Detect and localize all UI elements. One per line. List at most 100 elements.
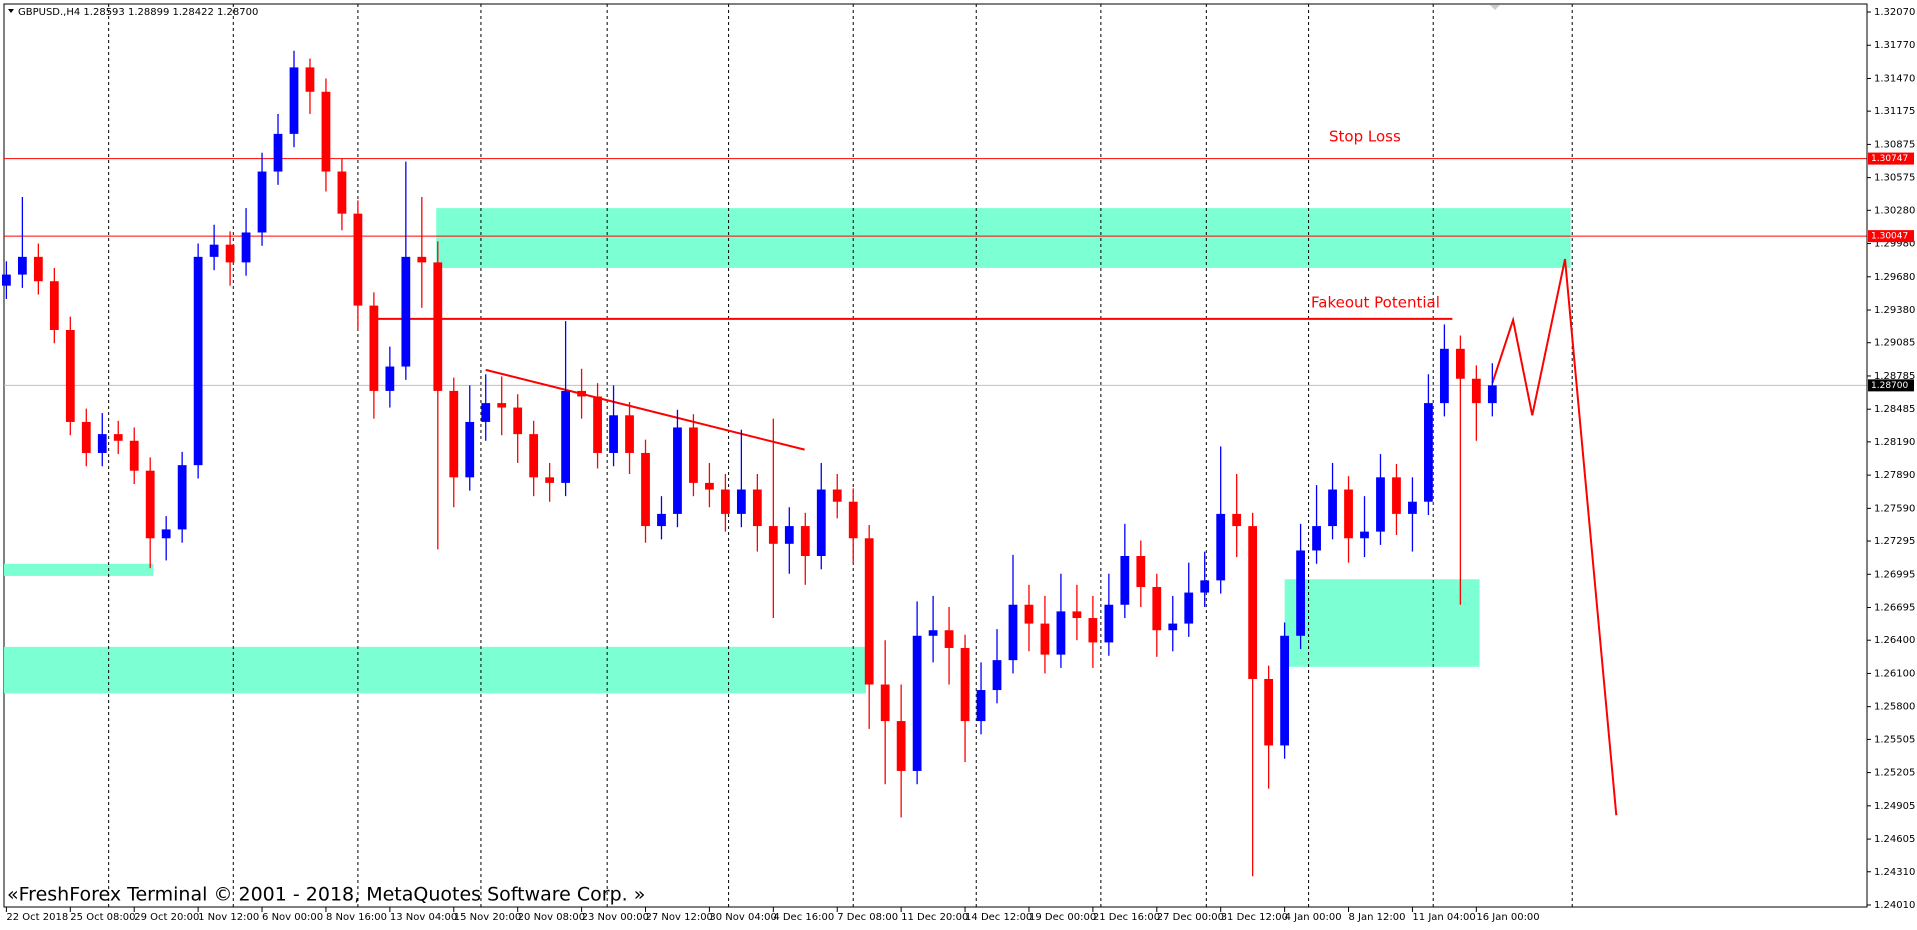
y-tick-label: 1.32070 [1874, 7, 1915, 18]
candle-body [1184, 592, 1194, 624]
candle-body [465, 421, 475, 478]
candle-body [864, 538, 874, 685]
candle-body [1264, 678, 1274, 746]
candle-body [976, 690, 986, 722]
grid [108, 4, 1573, 907]
y-tick-label: 1.26400 [1874, 635, 1915, 646]
price-label-box [1868, 230, 1914, 243]
x-tick-label: 8 Nov 16:00 [326, 912, 387, 923]
candle-body [65, 329, 75, 422]
y-tick-label: 1.24310 [1874, 867, 1915, 878]
candles [2, 50, 1497, 877]
candle-body [1024, 604, 1034, 624]
candle-body [2, 274, 11, 286]
axes: 1.32070 1.31770 1.31470 1.31175 1.30875 1.305… [4, 4, 1915, 923]
y-tick-label: 1.31470 [1874, 73, 1915, 84]
candle-body [896, 721, 906, 771]
menu-triangle [8, 9, 14, 13]
zone [4, 646, 866, 694]
candle-body [193, 256, 203, 466]
candle-body [385, 366, 395, 391]
y-tick-label: 1.24905 [1874, 801, 1915, 812]
candle-body [832, 489, 842, 502]
x-tick-label: 27 Nov 12:00 [646, 912, 713, 923]
candle-body [513, 407, 523, 435]
y-tick-label: 1.26100 [1874, 668, 1915, 679]
candle-body [129, 440, 139, 471]
candle-body [1439, 348, 1449, 404]
candle-body [625, 415, 634, 453]
candle-body [209, 244, 219, 257]
x-tick-label: 21 Dec 16:00 [1093, 912, 1160, 923]
candle-body [720, 489, 730, 514]
candle-body [1056, 611, 1066, 655]
candle-body [657, 513, 666, 527]
candle-body [689, 427, 698, 483]
plot-frame [3, 3, 1868, 908]
y-tick-label: 1.30875 [1874, 139, 1915, 150]
candle-body [1152, 587, 1162, 631]
x-tick-label: 19 Dec 00:00 [1029, 912, 1096, 923]
candle-body [673, 427, 682, 514]
x-tick-label: 27 Dec 00:00 [1157, 912, 1224, 923]
candle-body [768, 526, 778, 544]
candle-body [1008, 604, 1018, 661]
candle-body [784, 526, 794, 544]
candle-body [1424, 403, 1433, 502]
x-tick-label: 20 Nov 08:00 [518, 912, 585, 923]
x-tick-label: 23 Nov 00:00 [582, 912, 649, 923]
x-tick-label: 15 Nov 20:00 [454, 912, 521, 923]
y-tick-label: 1.29980 [1874, 239, 1915, 250]
x-tick-label: 31 Dec 12:00 [1221, 912, 1288, 923]
zones [4, 208, 1571, 694]
price-label: 1.28700 [1871, 381, 1908, 391]
y-tick-label: 1.27295 [1874, 536, 1915, 547]
chart-title: GBPUSD.,H4 1.28593 1.28899 1.28422 1.287… [18, 7, 258, 18]
x-tick-label: 25 Oct 08:00 [70, 912, 135, 923]
y-tick-label: 1.29680 [1874, 272, 1915, 283]
candle-body [545, 477, 555, 483]
candle-body [401, 256, 411, 367]
candle-body [1136, 555, 1146, 588]
y-tick-label: 1.25505 [1874, 734, 1915, 745]
candle-body [816, 489, 826, 556]
candle-body [1296, 550, 1305, 636]
candle-body [705, 482, 714, 490]
y-tick-label: 1.29380 [1874, 305, 1915, 316]
zone [4, 563, 154, 576]
candle-body [145, 470, 155, 539]
candle-body [641, 452, 650, 527]
x-tick-label: 4 Jan 00:00 [1285, 912, 1342, 923]
candle-body [1376, 477, 1385, 532]
y-tick-label: 1.30575 [1874, 173, 1915, 184]
price-label-box [1868, 379, 1914, 392]
price-label: 1.30747 [1871, 154, 1908, 164]
annotation: Stop Loss [1329, 128, 1401, 146]
x-tick-label: 7 Dec 08:00 [837, 912, 898, 923]
candle-body [1360, 531, 1369, 539]
x-tick-label: 1 Nov 12:00 [198, 912, 259, 923]
candle-body [1088, 618, 1098, 643]
candle-body [1487, 385, 1497, 404]
candle-body [97, 434, 107, 453]
x-tick-label: 13 Nov 04:00 [390, 912, 457, 923]
candle-body [992, 660, 1002, 691]
scroll-marker [1490, 5, 1500, 10]
candle-body [273, 133, 283, 172]
x-tick-label: 6 Nov 00:00 [262, 912, 323, 923]
candle-body [609, 415, 618, 453]
y-tick-label: 1.30280 [1874, 205, 1915, 216]
y-tick-label: 1.31770 [1874, 40, 1915, 51]
y-tick-label: 1.28190 [1874, 437, 1915, 448]
candle-body [225, 244, 235, 263]
y-tick-label: 1.31175 [1874, 106, 1915, 117]
y-tick-label: 1.26995 [1874, 569, 1915, 580]
candle-body [1344, 489, 1353, 539]
y-tick-label: 1.27590 [1874, 503, 1915, 514]
candle-body [481, 403, 491, 422]
candle-body [912, 635, 922, 771]
candle-body [1455, 348, 1465, 379]
candle-body [497, 403, 507, 408]
candle-body [353, 213, 363, 306]
